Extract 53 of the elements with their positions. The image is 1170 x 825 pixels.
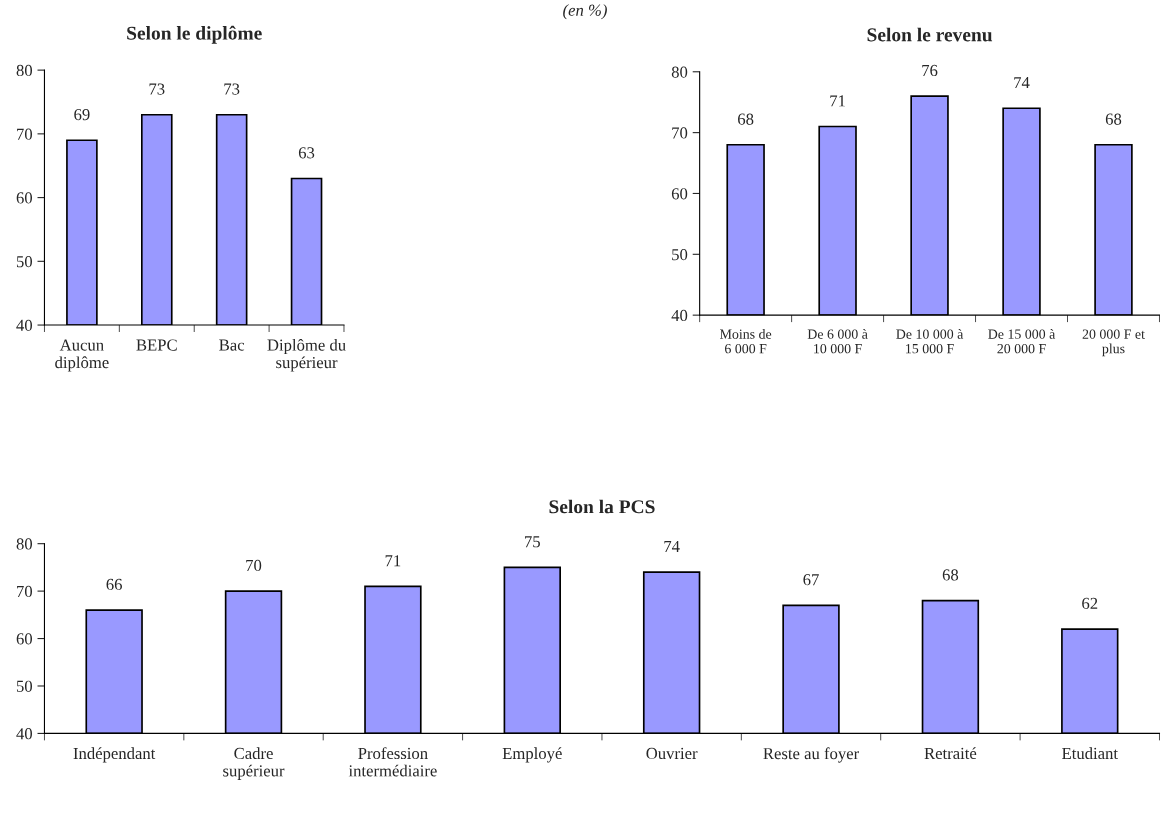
data-label: 62 <box>1082 597 1098 610</box>
x-tick-label: 20 000 F et plus <box>1082 329 1145 357</box>
x-tick-label: Etudiant <box>1062 747 1118 760</box>
y-tick-label: 60 <box>16 633 33 645</box>
y-tick-label: 80 <box>16 538 33 550</box>
y-tick-label: 50 <box>672 249 688 261</box>
data-label: 68 <box>1105 113 1122 125</box>
x-tick-label: Diplôme du supérieur <box>267 338 346 372</box>
y-tick-label: 80 <box>16 64 33 77</box>
y-tick-label: 40 <box>16 728 33 740</box>
data-label: 66 <box>106 578 122 591</box>
data-label: 75 <box>525 536 540 548</box>
x-tick-label: Indépendant <box>73 747 156 763</box>
data-label: 76 <box>922 64 938 77</box>
chart-title: Selon le revenu <box>867 27 993 42</box>
data-label: 74 <box>664 540 680 552</box>
y-tick-label: 60 <box>671 188 688 200</box>
y-tick-label: 40 <box>671 309 688 322</box>
y-tick-label: 70 <box>17 128 33 140</box>
data-label: 74 <box>1014 77 1030 89</box>
data-label: 69 <box>74 108 90 121</box>
text: (en %) <box>563 4 607 20</box>
x-tick-label: Moins de 6 000 F <box>720 329 772 354</box>
y-tick-label: 50 <box>16 680 33 692</box>
data-label: 71 <box>830 95 845 107</box>
y-tick-label: 70 <box>17 585 33 598</box>
x-tick-label: Bac <box>219 339 245 351</box>
x-tick-label: De 6 000 à 10 000 F <box>807 329 868 354</box>
data-label: 68 <box>738 113 754 125</box>
y-tick-label: 70 <box>672 127 688 139</box>
chart-title: Selon la PCS <box>549 499 655 514</box>
data-label: 73 <box>224 83 240 95</box>
x-tick-label: Retraité <box>924 747 977 760</box>
x-tick-label: BEPC <box>136 339 177 351</box>
x-tick-label: Employé <box>502 747 562 763</box>
data-label: 68 <box>942 569 959 581</box>
x-tick-label: Ouvrier <box>646 747 698 760</box>
data-label: 73 <box>149 83 165 95</box>
y-tick-label: 60 <box>16 192 33 204</box>
x-tick-label: Aucun diplôme <box>55 339 109 372</box>
y-tick-label: 80 <box>671 66 688 78</box>
data-label: 67 <box>803 574 819 586</box>
chart-title: Selon le diplôme <box>127 25 262 44</box>
x-tick-label: De 15 000 à 20 000 F <box>988 329 1056 354</box>
data-label: 71 <box>385 555 401 567</box>
x-tick-label: Cadre supérieur <box>223 747 285 780</box>
data-label: 63 <box>298 147 315 159</box>
x-tick-label: Profession intermédiaire <box>348 747 437 777</box>
y-tick-label: 50 <box>16 256 33 268</box>
data-label: 70 <box>246 559 262 572</box>
x-tick-label: De 10 000 à 15 000 F <box>896 329 964 354</box>
x-tick-label: Reste au foyer <box>763 747 860 763</box>
y-tick-label: 40 <box>16 319 33 331</box>
